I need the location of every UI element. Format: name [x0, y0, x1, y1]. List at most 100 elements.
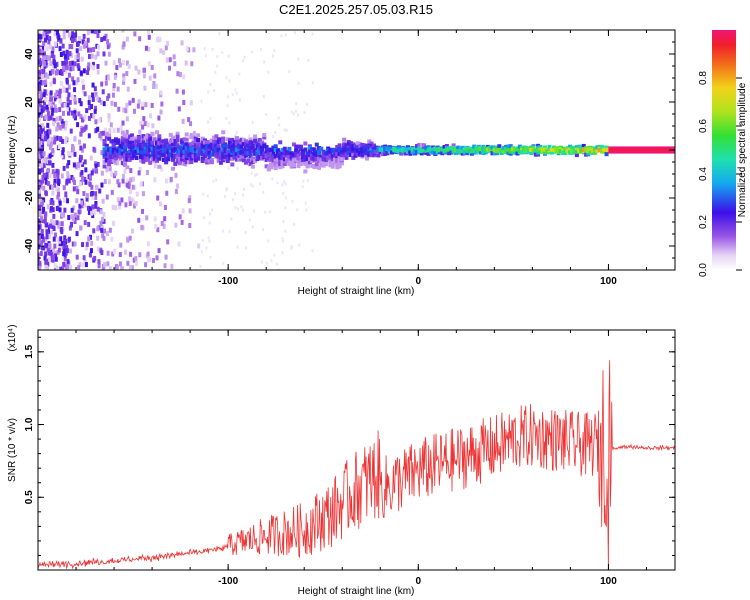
signal-cell: [282, 161, 287, 166]
noise-cell: [162, 218, 166, 224]
noise-cell: [38, 193, 42, 199]
noise-cell: [273, 49, 276, 53]
noise-cell: [176, 183, 180, 189]
signal-cell: [259, 146, 264, 151]
noise-cell: [49, 115, 53, 121]
noise-cell: [100, 81, 104, 87]
signal-cell: [353, 147, 358, 152]
signal-cell: [275, 157, 280, 162]
signal-cell: [228, 138, 233, 143]
signal-cell: [262, 151, 267, 156]
signal-cell: [287, 146, 292, 151]
noise-cell: [124, 202, 128, 208]
noise-cell: [188, 222, 192, 228]
noise-cell: [91, 195, 95, 201]
signal-cell: [275, 163, 280, 168]
noise-cell: [85, 196, 89, 202]
noise-cell: [49, 144, 53, 150]
signal-cell: [202, 152, 207, 157]
noise-cell: [94, 163, 98, 169]
noise-cell: [284, 182, 287, 186]
noise-cell: [221, 51, 224, 55]
signal-cell: [433, 151, 438, 156]
noise-cell: [43, 135, 47, 141]
noise-cell: [94, 191, 98, 197]
signal-cell: [533, 152, 538, 157]
signal-cell: [380, 149, 385, 154]
noise-cell: [65, 250, 69, 256]
signal-cell: [125, 143, 130, 148]
noise-cell: [90, 64, 94, 70]
noise-cell: [46, 129, 50, 135]
noise-cell: [56, 194, 60, 200]
noise-cell: [75, 231, 79, 237]
signal-cell: [120, 147, 125, 152]
noise-cell: [104, 33, 108, 39]
signal-cell: [348, 141, 353, 146]
signal-cell: [330, 149, 335, 154]
signal-cell: [419, 151, 424, 156]
signal-cell: [444, 148, 449, 153]
signal-cell: [202, 155, 207, 160]
signal-cell: [255, 156, 260, 161]
noise-cell: [54, 107, 58, 113]
signal-cell: [202, 149, 207, 154]
signal-cell: [109, 159, 114, 164]
signal-cell: [186, 143, 191, 148]
signal-cell: [289, 154, 294, 159]
signal-cell: [383, 151, 388, 156]
signal-cell: [161, 157, 166, 162]
noise-cell: [69, 35, 73, 41]
noise-cell: [38, 30, 41, 34]
noise-cell: [42, 197, 46, 203]
signal-cell: [232, 152, 237, 157]
spec-xtick-label: 0: [416, 276, 422, 287]
signal-cell: [120, 141, 125, 146]
noise-cell: [42, 100, 46, 106]
noise-cell: [61, 138, 65, 144]
noise-cell: [72, 162, 76, 168]
noise-cell: [46, 246, 50, 252]
noise-cell: [50, 184, 54, 190]
noise-cell: [99, 209, 103, 215]
noise-cell: [89, 191, 93, 197]
signal-cell: [549, 147, 554, 152]
signal-cell: [205, 143, 210, 148]
signal-cell: [207, 150, 212, 155]
signal-cell: [241, 154, 246, 159]
noise-cell: [78, 203, 82, 209]
noise-cell: [110, 100, 114, 106]
snr-frame: [37, 329, 676, 571]
signal-cell: [253, 138, 258, 143]
noise-cell: [62, 34, 66, 40]
signal-cell: [207, 144, 212, 149]
signal-cell: [175, 131, 180, 136]
noise-cell: [202, 216, 205, 220]
noise-cell: [44, 179, 48, 185]
signal-cell: [250, 141, 255, 146]
signal-cell: [193, 147, 198, 152]
signal-cell: [184, 132, 189, 137]
signal-cell: [216, 154, 221, 159]
noise-cell: [100, 182, 104, 188]
signal-cell: [164, 160, 169, 165]
noise-cell: [66, 54, 70, 60]
signal-cell: [214, 154, 219, 159]
signal-cell: [230, 150, 235, 155]
signal-cell: [177, 161, 182, 166]
signal-cell: [269, 147, 274, 152]
signal-cell: [604, 152, 609, 157]
noise-cell: [46, 139, 50, 145]
noise-cell: [277, 268, 280, 270]
signal-cell: [189, 135, 194, 140]
noise-cell: [38, 64, 40, 70]
noise-cell: [122, 79, 126, 85]
signal-cell: [225, 159, 230, 164]
noise-cell: [242, 193, 245, 197]
noise-cell: [38, 260, 42, 266]
signal-cell: [136, 145, 141, 150]
signal-cell: [120, 139, 125, 144]
noise-cell: [125, 36, 129, 42]
noise-cell: [288, 70, 291, 74]
signal-cell: [255, 144, 260, 149]
